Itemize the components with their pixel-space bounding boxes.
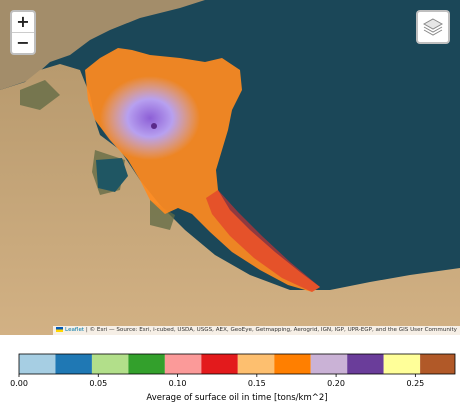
map-view[interactable]: + − Leaflet | © Esri — Source: Esri, i-c… [0,0,460,335]
oil-spill-core [100,76,200,160]
colorbar-label: Average of surface oil in time [tons/km^… [146,393,327,402]
ukraine-flag-icon [56,327,64,332]
spill-source-point [151,123,157,129]
leaflet-link[interactable]: Leaflet [65,327,85,333]
colorbar-bin [19,354,56,374]
colorbar-svg: 0.00 0.05 0.10 0.15 0.20 0.25 Average of surfa… [10,353,456,403]
colorbar-legend: 0.00 0.05 0.10 0.15 0.20 0.25 Average of surfa… [0,335,460,403]
zoom-out-button[interactable]: − [12,32,34,53]
colorbar-tick-label: 0.10 [169,379,187,388]
colorbar-bin [201,354,238,374]
colorbar-bin [274,354,311,374]
colorbar-bin [310,354,348,374]
colorbar-bin [164,354,202,374]
colorbar-bin [55,354,92,374]
land-mainland [0,64,460,335]
lagoon [96,158,128,192]
map-attribution: Leaflet | © Esri — Source: Esri, i-cubed… [53,326,460,335]
colorbar-frame [18,353,456,375]
layers-button[interactable] [416,10,450,44]
colorbar-bin [237,354,275,374]
colorbar-bin [383,354,421,374]
layers-icon [423,18,443,36]
colorbar-bin [420,354,455,374]
zoom-control: + − [10,10,36,55]
land-northwest [0,0,205,90]
satellite-basemap [0,0,460,335]
colorbar-tick-label: 0.25 [406,379,424,388]
colorbar-bin [91,354,129,374]
colorbar-tick-label: 0.20 [327,379,345,388]
colorbar-tick-label: 0.05 [89,379,107,388]
zoom-in-button[interactable]: + [16,12,30,31]
colorbar-tick-label: 0.00 [10,379,28,388]
coastal-vegetation [20,80,175,230]
colorbar-bin [128,354,165,374]
oil-spill-edge [206,190,320,292]
colorbar-tick-label: 0.15 [248,379,266,388]
attribution-text: | © Esri — Source: Esri, i-cubed, USDA, … [84,327,457,333]
colorbar-bin [347,354,384,374]
